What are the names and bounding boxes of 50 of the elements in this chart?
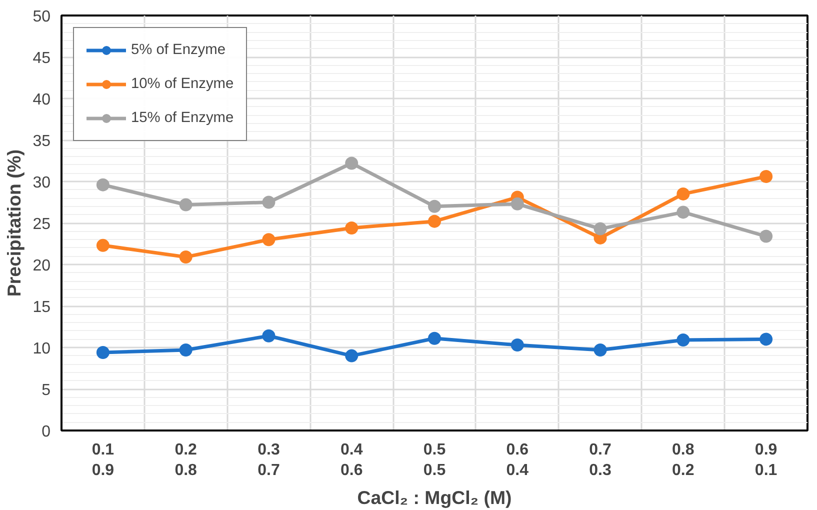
y-tick-label: 40 (32, 92, 51, 108)
y-tick-label: 45 (32, 50, 51, 67)
point (345, 156, 358, 170)
x-axis-title: CaCl₂ : MgCl₂ (M) (357, 486, 512, 508)
x-tick-label: 0.2 0.8 (174, 442, 198, 479)
point (345, 221, 358, 234)
y-axis-title: Precipitation (%) (4, 149, 25, 297)
x-tick-label: 0.7 0.3 (589, 442, 612, 479)
y-tick-label: 25 (32, 216, 51, 233)
point (262, 233, 276, 246)
point (179, 198, 192, 212)
point (262, 196, 276, 209)
point (262, 329, 276, 342)
y-tick-label: 0 (42, 424, 51, 440)
point (345, 349, 358, 362)
point (760, 170, 773, 184)
point (179, 344, 192, 356)
y-tick-label: 5 (42, 382, 51, 399)
point (96, 346, 110, 359)
x-tick-label: 0.3 0.7 (258, 442, 280, 479)
point (676, 206, 690, 219)
point (676, 187, 690, 200)
legend-label: 10% of Enzyme (131, 76, 234, 92)
y-tick-label: 35 (32, 133, 51, 150)
y-tick-label: 30 (32, 174, 51, 192)
legend-label: 15% of Enzyme (131, 110, 234, 126)
point (510, 197, 524, 210)
point (594, 344, 607, 356)
legend-label: 5% of Enzyme (131, 42, 226, 58)
point (96, 178, 110, 192)
y-tick-label: 10 (32, 340, 51, 358)
point (428, 332, 441, 345)
x-tick-label: 0.5 0.5 (423, 442, 446, 479)
point (179, 250, 192, 264)
y-tick-label: 20 (32, 258, 51, 274)
point (96, 238, 110, 252)
y-tick-label: 15 (32, 299, 51, 316)
x-tick-label: 0.8 0.2 (672, 442, 694, 479)
point (676, 334, 690, 347)
x-tick-label: 0.6 0.4 (506, 442, 529, 479)
point (510, 338, 524, 352)
point (428, 214, 441, 228)
point (760, 230, 773, 243)
point (428, 200, 441, 213)
point (760, 332, 773, 346)
y-tick-label: 50 (32, 8, 51, 26)
x-tick-label: 0.9 0.1 (754, 442, 778, 479)
x-tick-label: 0.4 0.6 (340, 442, 363, 479)
point (594, 222, 607, 236)
x-tick-label: 0.1 0.9 (92, 442, 114, 479)
